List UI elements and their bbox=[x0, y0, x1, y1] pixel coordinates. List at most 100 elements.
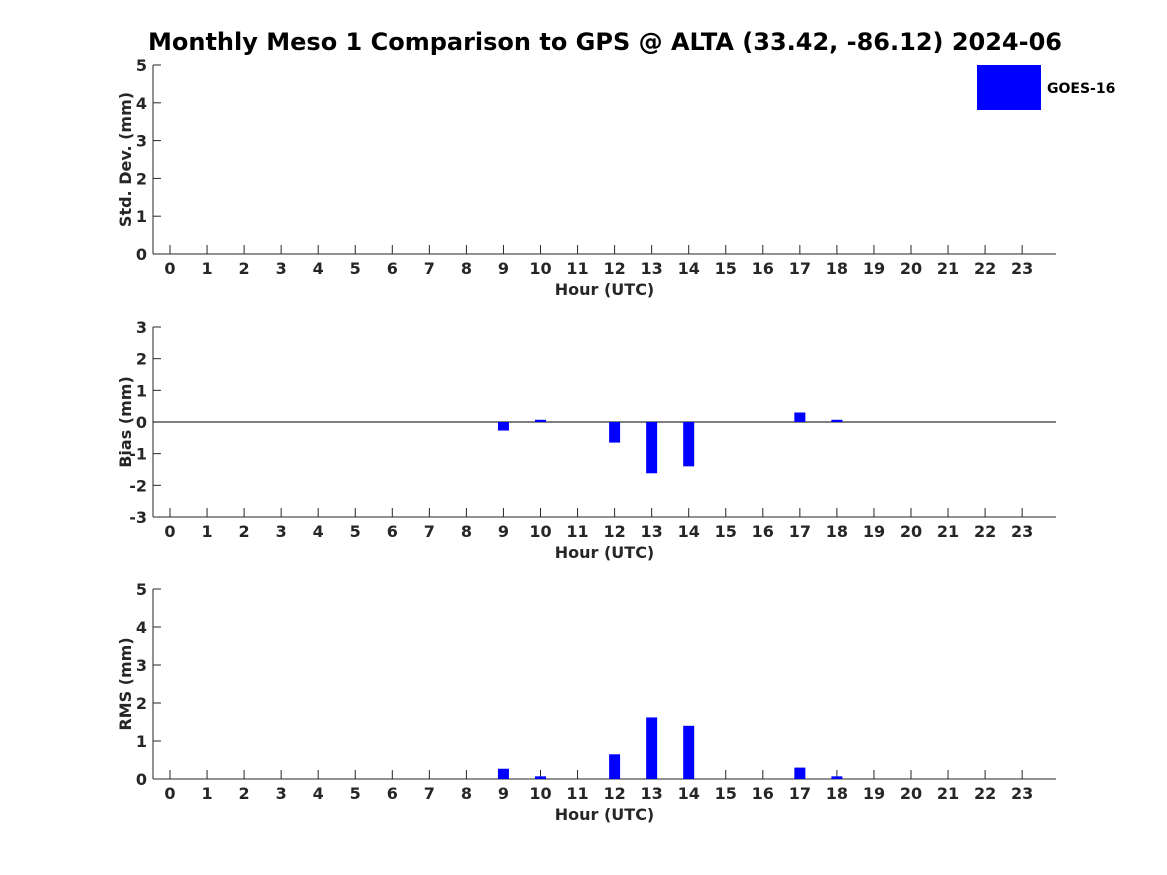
bar-hour-17 bbox=[794, 412, 806, 422]
x-tick-label: 1 bbox=[201, 259, 212, 278]
y-tick-label: 3 bbox=[136, 318, 147, 337]
x-tick-label: 16 bbox=[752, 784, 774, 803]
x-tick-label: 14 bbox=[678, 522, 700, 541]
bar-hour-12 bbox=[609, 422, 621, 443]
bar-hour-9 bbox=[497, 768, 509, 779]
bar-hour-18 bbox=[831, 419, 843, 422]
x-tick-label: 20 bbox=[900, 784, 922, 803]
x-tick-label: 8 bbox=[461, 259, 472, 278]
x-tick-label: 21 bbox=[937, 259, 959, 278]
x-tick-label: 3 bbox=[276, 522, 287, 541]
x-tick-label: 8 bbox=[461, 522, 472, 541]
x-tick-label: 8 bbox=[461, 784, 472, 803]
x-tick-label: 4 bbox=[313, 522, 324, 541]
x-tick-label: 17 bbox=[789, 784, 811, 803]
x-tick-label: 1 bbox=[201, 522, 212, 541]
x-tick-label: 13 bbox=[641, 259, 663, 278]
x-tick-label: 17 bbox=[789, 522, 811, 541]
x-tick-label: 11 bbox=[566, 259, 588, 278]
x-tick-label: 0 bbox=[164, 784, 175, 803]
legend-swatch bbox=[977, 65, 1041, 110]
x-tick-label: 2 bbox=[239, 522, 250, 541]
x-tick-label: 21 bbox=[937, 784, 959, 803]
x-tick-label: 19 bbox=[863, 522, 885, 541]
x-tick-label: 6 bbox=[387, 522, 398, 541]
y-tick-label: 0 bbox=[136, 770, 147, 789]
x-tick-label: 22 bbox=[974, 259, 996, 278]
x-tick-label: 9 bbox=[498, 259, 509, 278]
x-tick-label: 5 bbox=[350, 259, 361, 278]
x-axis-label: Hour (UTC) bbox=[555, 805, 655, 824]
y-axis-label: Bias (mm) bbox=[116, 376, 135, 468]
y-tick-label: 2 bbox=[136, 169, 147, 188]
bar-hour-13 bbox=[646, 717, 658, 779]
x-tick-label: 10 bbox=[529, 259, 551, 278]
x-tick-label: 22 bbox=[974, 784, 996, 803]
y-tick-label: 2 bbox=[136, 350, 147, 369]
x-tick-label: 6 bbox=[387, 784, 398, 803]
x-tick-label: 4 bbox=[313, 259, 324, 278]
x-tick-label: 15 bbox=[715, 522, 737, 541]
bar-hour-13 bbox=[646, 422, 658, 474]
x-tick-label: 5 bbox=[350, 522, 361, 541]
x-tick-label: 12 bbox=[603, 259, 625, 278]
y-tick-label: 4 bbox=[136, 618, 147, 637]
x-tick-label: 5 bbox=[350, 784, 361, 803]
y-tick-label: 1 bbox=[136, 732, 147, 751]
x-tick-label: 7 bbox=[424, 259, 435, 278]
x-tick-label: 18 bbox=[826, 522, 848, 541]
x-axis-label: Hour (UTC) bbox=[555, 543, 655, 562]
bar-hour-18 bbox=[831, 776, 843, 779]
x-tick-label: 13 bbox=[641, 522, 663, 541]
x-tick-label: 18 bbox=[826, 259, 848, 278]
bar-hour-12 bbox=[609, 754, 621, 779]
bar-hour-10 bbox=[535, 419, 546, 422]
x-tick-label: 20 bbox=[900, 259, 922, 278]
x-tick-label: 9 bbox=[498, 784, 509, 803]
x-tick-label: 15 bbox=[715, 259, 737, 278]
y-tick-label: 5 bbox=[136, 580, 147, 599]
x-tick-label: 0 bbox=[164, 259, 175, 278]
x-tick-label: 10 bbox=[529, 522, 551, 541]
y-tick-label: 4 bbox=[136, 94, 147, 113]
x-tick-label: 6 bbox=[387, 259, 398, 278]
x-tick-label: 7 bbox=[424, 784, 435, 803]
x-tick-label: 11 bbox=[566, 522, 588, 541]
x-axis-label: Hour (UTC) bbox=[555, 280, 655, 299]
x-tick-label: 23 bbox=[1011, 784, 1033, 803]
bar-hour-17 bbox=[794, 767, 806, 779]
x-tick-label: 11 bbox=[566, 784, 588, 803]
x-tick-label: 1 bbox=[201, 784, 212, 803]
y-axis-label: RMS (mm) bbox=[116, 637, 135, 730]
x-tick-label: 0 bbox=[164, 522, 175, 541]
y-axis-label: Std. Dev. (mm) bbox=[116, 92, 135, 227]
x-tick-label: 16 bbox=[752, 522, 774, 541]
x-tick-label: 18 bbox=[826, 784, 848, 803]
x-tick-label: 22 bbox=[974, 522, 996, 541]
x-tick-label: 9 bbox=[498, 522, 509, 541]
y-tick-label: 0 bbox=[136, 413, 147, 432]
x-tick-label: 17 bbox=[789, 259, 811, 278]
y-tick-label: 1 bbox=[136, 381, 147, 400]
x-tick-label: 14 bbox=[678, 784, 700, 803]
y-tick-label: 3 bbox=[136, 656, 147, 675]
y-tick-label: -3 bbox=[129, 508, 147, 527]
bar-hour-9 bbox=[497, 422, 509, 431]
x-tick-label: 4 bbox=[313, 784, 324, 803]
chart-title: Monthly Meso 1 Comparison to GPS @ ALTA … bbox=[148, 28, 1062, 56]
y-tick-label: -1 bbox=[129, 445, 147, 464]
x-tick-label: 14 bbox=[678, 259, 700, 278]
x-tick-label: 15 bbox=[715, 784, 737, 803]
x-tick-label: 21 bbox=[937, 522, 959, 541]
x-tick-label: 16 bbox=[752, 259, 774, 278]
x-tick-label: 12 bbox=[603, 784, 625, 803]
x-tick-label: 13 bbox=[641, 784, 663, 803]
y-tick-label: 5 bbox=[136, 56, 147, 75]
x-tick-label: 23 bbox=[1011, 259, 1033, 278]
y-tick-label: -2 bbox=[129, 476, 147, 495]
y-tick-label: 0 bbox=[136, 245, 147, 264]
y-tick-label: 3 bbox=[136, 132, 147, 151]
